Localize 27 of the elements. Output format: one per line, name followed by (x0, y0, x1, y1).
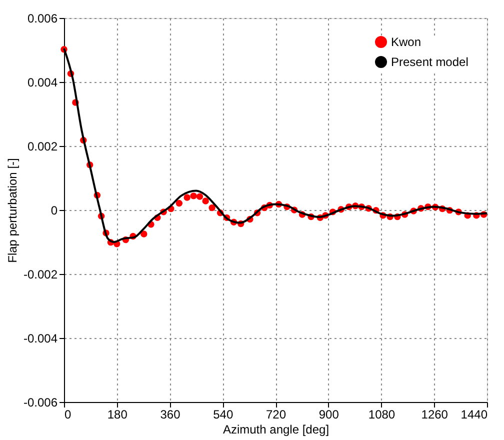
x-tick-label: 360 (160, 408, 181, 422)
point (190, 192, 197, 200)
y-tick-label: 0 (50, 204, 58, 218)
y-axis-title: Flap perturbation [-] (5, 158, 20, 263)
y-tick-label: 0.004 (27, 76, 58, 90)
y-tick-label: -0.002 (23, 268, 58, 282)
x-tick-label: 1080 (368, 408, 396, 422)
x-tick-label: 720 (266, 408, 286, 422)
point (176, 200, 183, 207)
point (140, 230, 148, 238)
y-tick-label: -0.006 (23, 396, 58, 410)
x-tick-label: 540 (213, 408, 234, 422)
y-tick-label: -0.004 (23, 332, 58, 346)
point (196, 193, 204, 200)
x-tick-label: 900 (318, 408, 340, 422)
x-tick-label: 0 (64, 408, 72, 422)
legend-label: Kwon (391, 35, 422, 49)
x-tick-label: 1440 (460, 408, 488, 422)
point (208, 204, 216, 212)
y-tick-label: 0.002 (27, 140, 58, 154)
x-tick-label: 180 (107, 408, 128, 422)
x-tick-label: 1260 (421, 408, 448, 422)
point (202, 198, 209, 204)
x-axis-title: Azimuth angle [deg] (222, 422, 330, 436)
point (184, 194, 190, 201)
y-tick-label: 0.006 (27, 12, 58, 26)
legend-label: Present model (391, 55, 468, 69)
